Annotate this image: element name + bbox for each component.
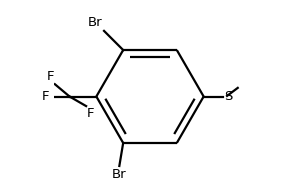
- Text: Br: Br: [88, 16, 102, 29]
- Text: F: F: [87, 107, 94, 120]
- Text: F: F: [42, 90, 50, 103]
- Text: Br: Br: [112, 168, 127, 181]
- Text: F: F: [46, 70, 54, 83]
- Text: S: S: [224, 90, 232, 103]
